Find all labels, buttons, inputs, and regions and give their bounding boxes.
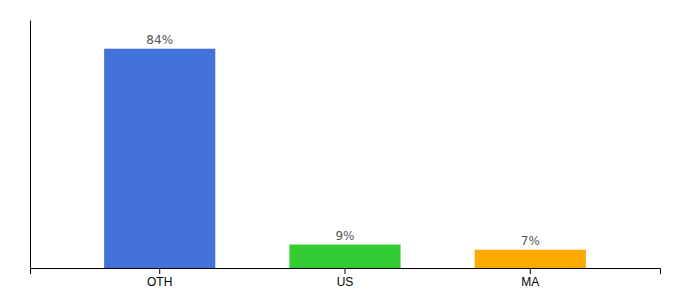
data-labels: 84% 9% 7%	[146, 33, 539, 248]
x-tick-mark	[159, 268, 160, 274]
data-label: 84%	[146, 33, 173, 47]
x-tick-label: OTH	[147, 275, 172, 289]
x-tick: MA	[521, 268, 539, 289]
y-axis	[30, 21, 31, 269]
x-axis: OTH US MA	[31, 268, 661, 289]
y-axis-line	[30, 21, 31, 269]
x-tick-label: US	[337, 275, 354, 289]
bar	[289, 245, 400, 268]
x-tick-label: MA	[521, 275, 539, 289]
x-tick: US	[337, 268, 354, 289]
plot-area: 84% 9% 7% OTH US MA	[31, 21, 661, 289]
bar	[475, 250, 586, 268]
x-tick-mark	[530, 268, 531, 274]
x-tick: OTH	[147, 268, 172, 289]
data-label: 9%	[335, 229, 354, 243]
bars	[104, 49, 586, 268]
x-axis-line	[31, 269, 661, 275]
chart: 84% 9% 7% OTH US MA	[0, 0, 680, 300]
data-label: 7%	[521, 234, 540, 248]
x-tick-mark	[345, 268, 346, 274]
bar	[104, 49, 215, 268]
